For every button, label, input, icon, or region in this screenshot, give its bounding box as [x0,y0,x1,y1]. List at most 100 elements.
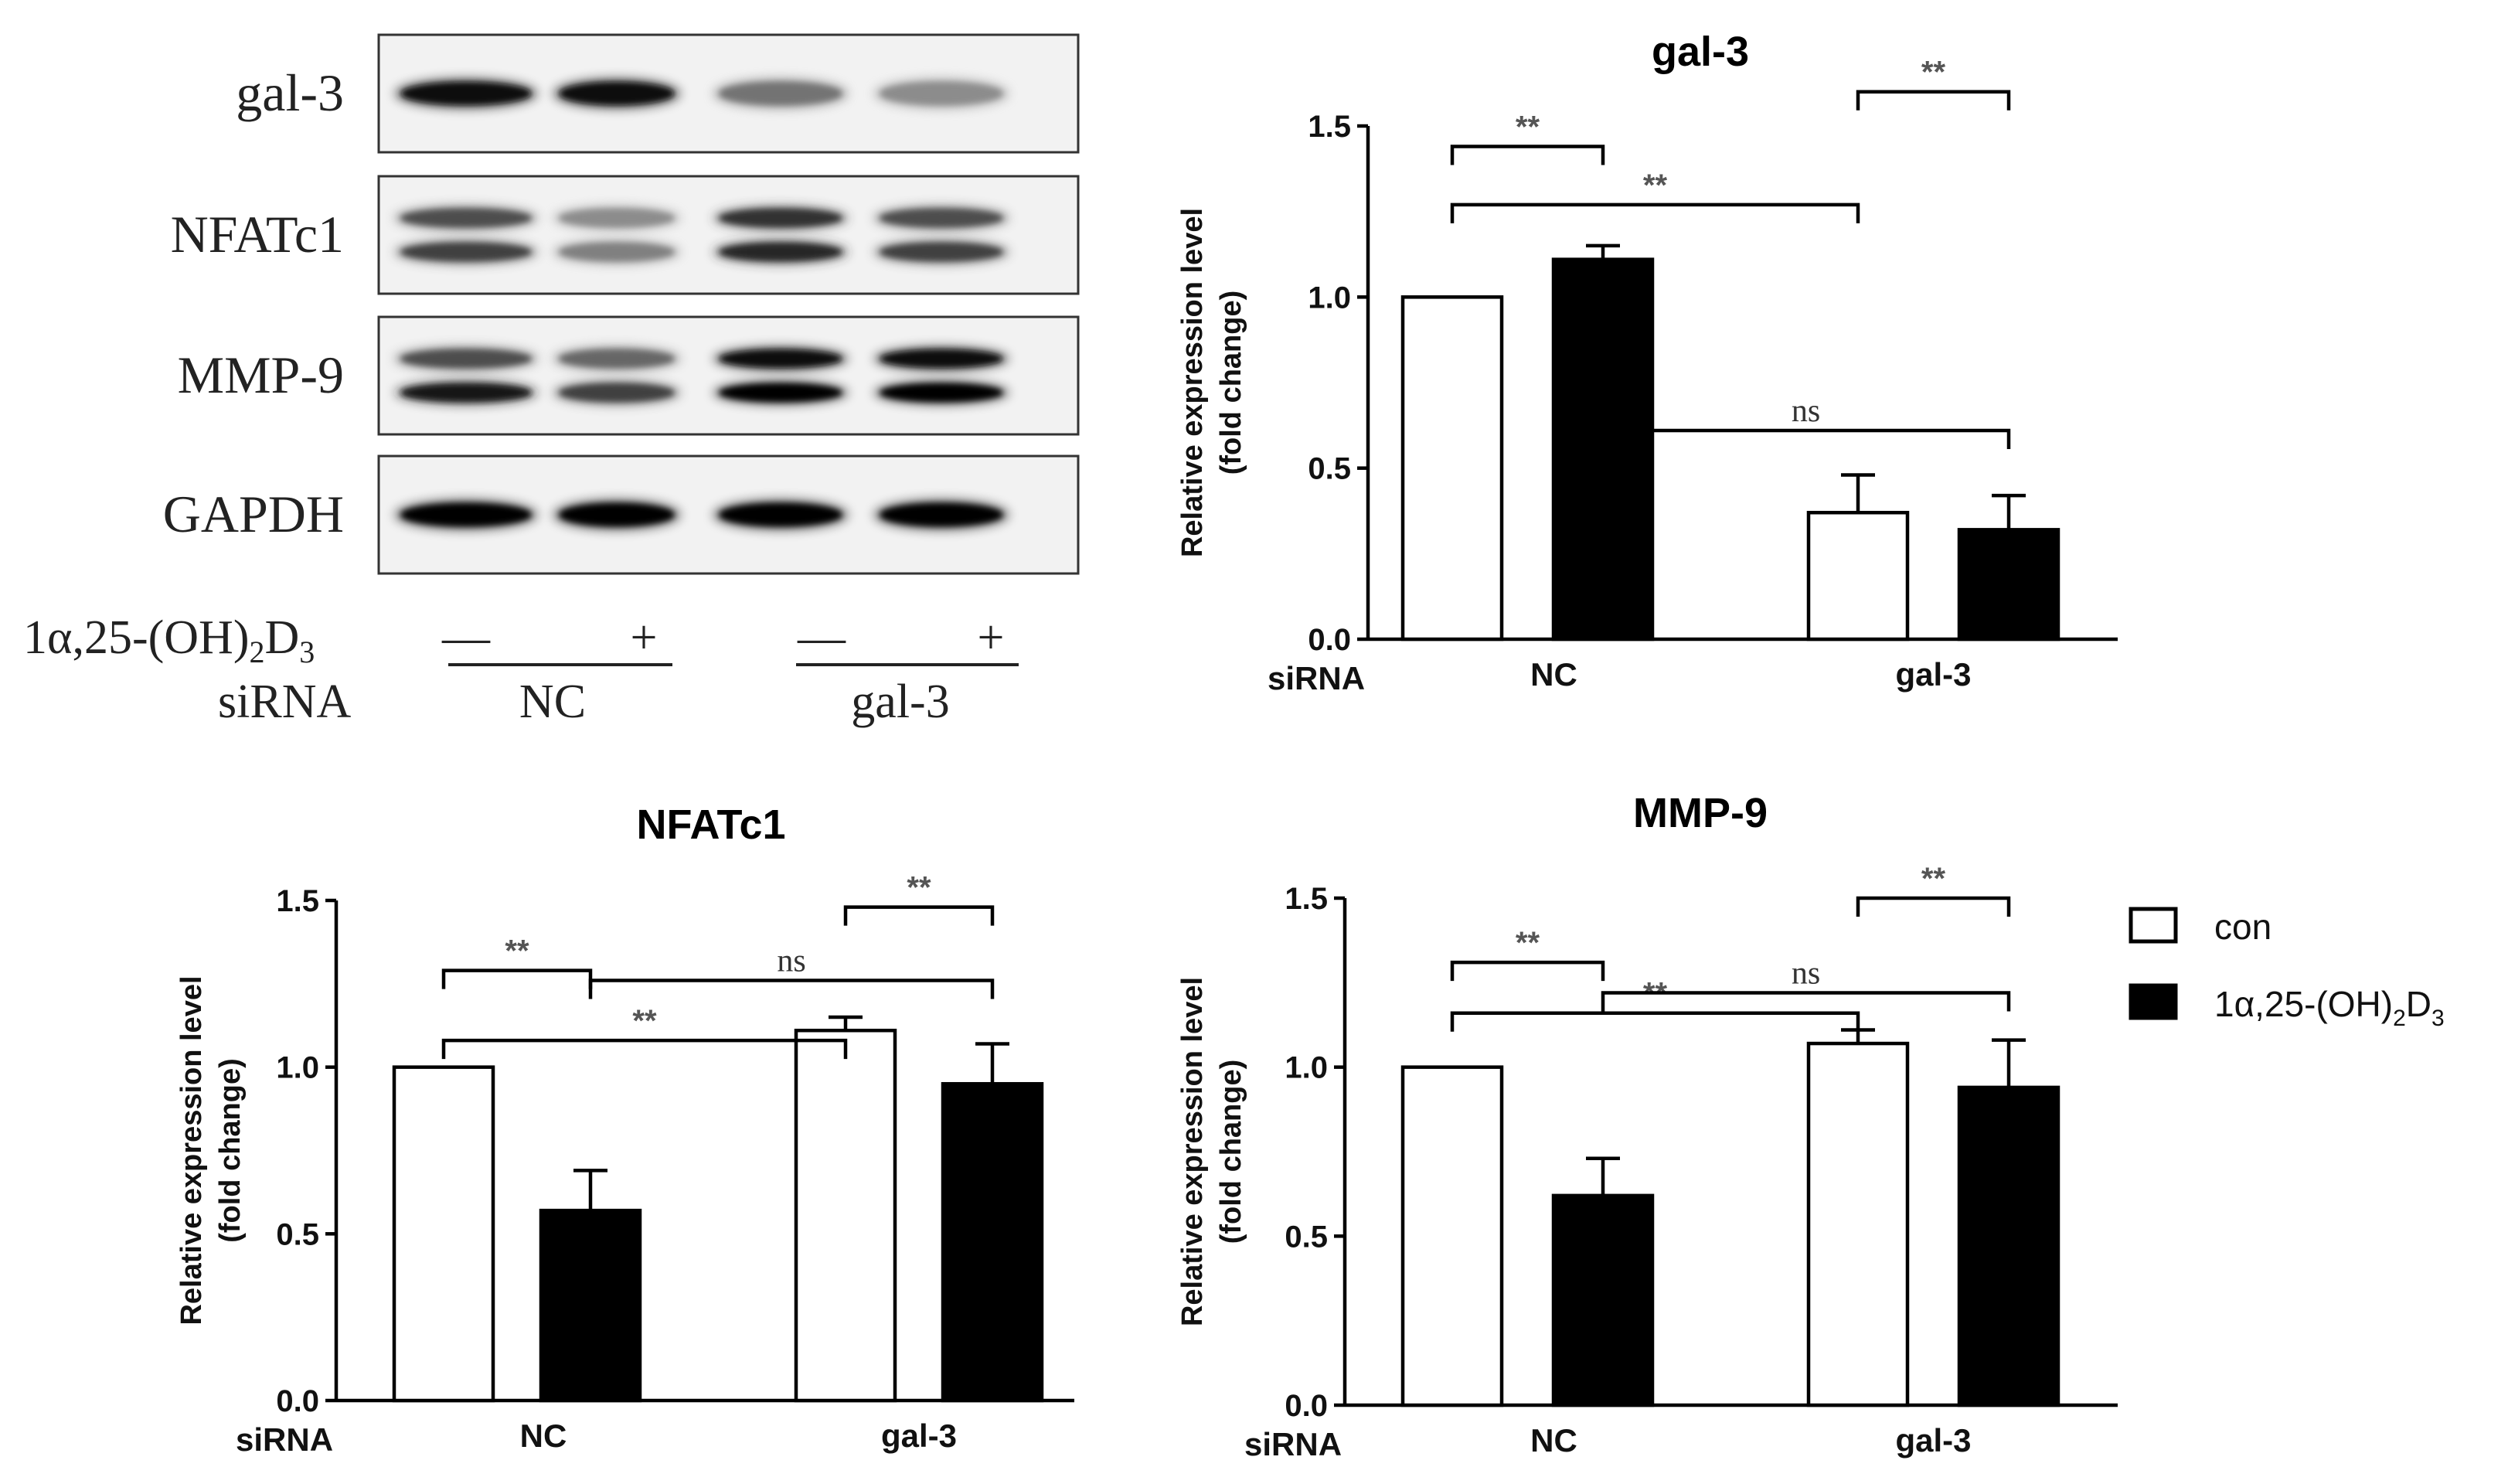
bar-con-nc [1400,295,1504,642]
y-axis-label-line2: (fold change) [1215,291,1247,475]
band-core-nfatc1-lane3 [719,209,842,227]
band-core-nfatc1-lane4 [880,209,1003,227]
legend-swatch-treatment [2129,983,2178,1020]
y-tick-label: 0.5 [1285,1220,1328,1254]
significance-label: ** [632,1004,657,1038]
significance-label: ** [907,871,931,905]
bar-treatment-nc [1551,1193,1655,1407]
bar-con-gal3 [1806,1041,1910,1407]
band-core-nfatc1-lane4 [880,243,1003,261]
x-axis-label-sirna: siRNA [1244,1426,1342,1462]
band-core-nfatc1-lane1 [400,243,532,261]
chart-1: gal-3 Relative expression level (fold chan… [1176,29,2118,696]
y-axis-label: Relative expression level (fold change) [175,975,247,1325]
bar-treatment-gal3 [941,1081,1044,1403]
x-category-nc: NC [1530,656,1577,693]
y-axis-label-line1: Relative expression level [1176,977,1209,1326]
band-core-gapdh-lane2 [559,503,675,526]
significance-bracket [1450,203,1860,223]
chart-3: MMP-9 Relative expression level (fold chan… [1176,790,2118,1462]
y-tick-label: 1.0 [1285,1051,1328,1085]
band-core-mmp-9-lane1 [400,383,532,402]
y-tick-label: 0.5 [276,1217,319,1251]
legend: con 1α,25-(OH)2D3 [2129,907,2445,1031]
x-category-gal3: gal-3 [881,1418,957,1454]
band-core-gapdh-lane4 [880,503,1003,526]
significance-bracket [843,905,995,926]
blot-label-nfatc1: NFATc1 [171,205,344,264]
significance-label: ** [1643,168,1668,203]
sirna-group-gal3: gal-3 [851,676,949,728]
band-core-mmp-9-lane4 [880,383,1003,402]
y-tick-label: 1.0 [1308,281,1351,315]
bar-con-gal3 [1806,510,1910,642]
band-core-gal-3-lane2 [559,82,675,105]
y-axis-label: Relative expression level (fold change) [1176,208,1247,557]
significance-label: ns [1792,393,1820,429]
band-core-gapdh-lane3 [719,503,842,526]
y-axis-label: Relative expression level (fold change) [1176,977,1247,1326]
band-core-mmp-9-lane1 [400,349,532,368]
legend-label-con: con [2214,907,2271,947]
band-core-nfatc1-lane1 [400,209,532,227]
y-tick-label: 1.5 [1308,110,1351,144]
band-core-gal-3-lane3 [719,82,842,105]
significance-bracket [441,968,593,989]
legend-label-treatment: 1α,25-(OH)2D3 [2214,984,2445,1031]
y-tick-label: 0.5 [1308,452,1351,486]
significance-bracket [1856,896,2011,917]
y-tick-label: 1.5 [1285,882,1328,916]
significance-label: ** [1516,926,1540,960]
sirna-label: siRNA [218,676,351,728]
band-core-gapdh-lane1 [400,503,532,526]
significance-bracket [1450,960,1605,982]
band-core-nfatc1-lane3 [719,243,842,261]
x-category-gal3: gal-3 [1895,1422,1971,1458]
blot-label-gapdh: GAPDH [163,485,344,543]
bar-treatment-gal3 [1957,1085,2061,1407]
band-core-mmp-9-lane3 [719,383,842,402]
bar-treatment-gal3 [1957,528,2061,642]
significance-label: ns [1792,955,1820,991]
significance-label: ** [1921,56,1946,90]
chart-title: NFATc1 [636,802,785,848]
chart-title: gal-3 [1652,29,1749,75]
significance-bracket [1601,428,2011,449]
bar-treatment-nc [539,1208,642,1403]
bar-con-nc [1400,1065,1504,1407]
y-tick-label: 1.5 [276,884,319,918]
band-core-nfatc1-lane2 [559,243,675,261]
y-axis-label-line1: Relative expression level [175,975,208,1325]
x-category-nc: NC [1530,1422,1577,1458]
bar-treatment-nc [1551,257,1655,642]
significance-label: ** [1516,111,1540,145]
significance-bracket [588,979,995,999]
chart-2: NFATc1 Relative expression level (fold cha… [175,802,1074,1458]
band-core-gal-3-lane1 [400,82,532,105]
x-axis-label-sirna: siRNA [1268,660,1365,696]
treatment-mark-4: + [978,611,1005,664]
significance-label: ** [1921,862,1946,896]
x-axis-label-sirna: siRNA [236,1421,333,1458]
significance-bracket [441,1038,848,1060]
y-axis-label-line1: Relative expression level [1176,208,1209,557]
y-tick-label: 1.0 [276,1051,319,1085]
treatment-mark-1: — [441,611,491,664]
x-category-nc: NC [520,1418,567,1454]
significance-bracket [1450,145,1605,165]
blot-label-mmp-9: MMP-9 [178,345,344,404]
band-core-mmp-9-lane3 [719,349,842,368]
bar-con-nc [392,1065,495,1403]
significance-bracket [1601,991,2011,1012]
treatment-mark-2: + [631,611,658,664]
legend-swatch-con [2129,907,2178,944]
significance-bracket [1450,1011,1860,1032]
y-tick-label: 0.0 [1285,1389,1328,1423]
band-core-mmp-9-lane2 [559,349,675,368]
significance-bracket [1856,90,2011,111]
blot-label-gal-3: gal-3 [236,63,344,122]
x-category-gal3: gal-3 [1895,656,1971,693]
